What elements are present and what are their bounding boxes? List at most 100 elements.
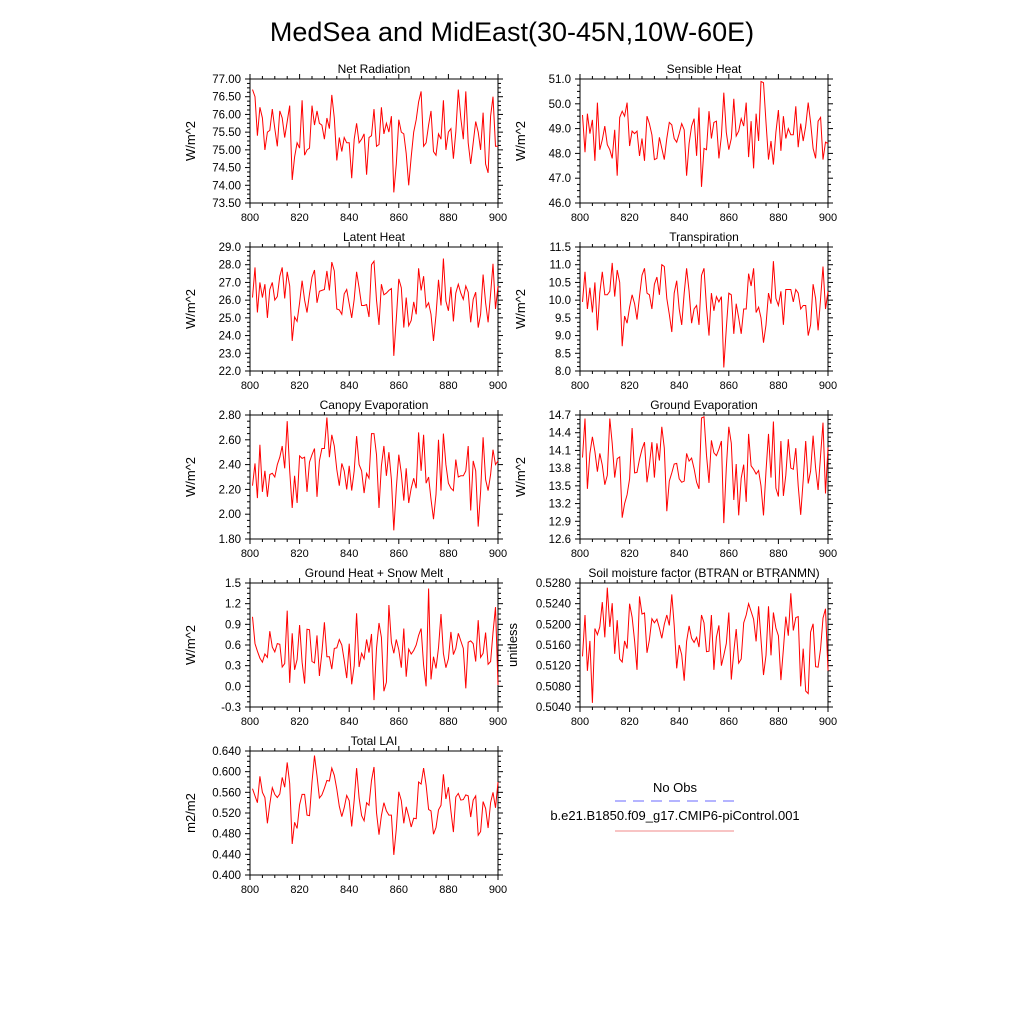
x-tick-label: 820 [620, 380, 638, 392]
x-tick-label: 840 [340, 380, 358, 392]
x-tick-label: 820 [620, 716, 638, 728]
y-tick-label: 14.7 [549, 410, 571, 422]
y-axis-label: W/m^2 [513, 457, 528, 497]
y-tick-label: 0.6 [225, 640, 241, 652]
x-tick-label: 820 [290, 380, 308, 392]
y-tick-label: 77.00 [212, 74, 241, 86]
y-tick-label: 48.0 [549, 148, 571, 160]
x-tick-label: 880 [439, 548, 457, 560]
x-tick-label: 900 [819, 212, 837, 224]
y-axis-label: W/m^2 [183, 289, 198, 329]
x-tick-label: 860 [390, 212, 408, 224]
x-tick-label: 840 [670, 212, 688, 224]
y-tick-label: 0.5080 [536, 681, 571, 693]
y-tick-label: 76.50 [212, 92, 241, 104]
y-tick-label: 25.0 [219, 313, 241, 325]
y-tick-label: 0.560 [212, 787, 241, 799]
x-tick-label: 840 [670, 380, 688, 392]
x-tick-label: 860 [390, 380, 408, 392]
y-axis-label: W/m^2 [183, 121, 198, 161]
x-tick-label: 820 [290, 212, 308, 224]
y-tick-label: 0.5120 [536, 661, 571, 673]
y-axis-label: W/m^2 [513, 289, 528, 329]
y-axis-label: W/m^2 [513, 121, 528, 161]
y-tick-label: 23.0 [219, 348, 241, 360]
x-tick-label: 900 [489, 548, 507, 560]
y-tick-label: 1.5 [225, 578, 241, 590]
x-tick-label: 800 [241, 380, 259, 392]
y-tick-label: 74.50 [212, 163, 241, 175]
plot-frame [579, 246, 829, 372]
y-tick-label: 0.9 [225, 619, 241, 631]
series-line [582, 416, 829, 524]
y-tick-label: 28.0 [219, 260, 241, 272]
y-tick-label: 0.5240 [536, 599, 571, 611]
y-axis-label: W/m^2 [183, 457, 198, 497]
x-tick-label: 880 [439, 380, 457, 392]
y-tick-label: 14.4 [549, 428, 572, 440]
x-tick-label: 820 [620, 212, 638, 224]
y-tick-label: 13.2 [549, 499, 571, 511]
panel-transpiration: Transpiration W/m^2 800 820 840 860 880 900 8.0 8… [513, 230, 837, 392]
y-tick-label: 27.0 [219, 277, 241, 289]
x-tick-label: 800 [571, 548, 589, 560]
x-tick-label: 880 [439, 212, 457, 224]
y-tick-label: 11.5 [549, 242, 571, 254]
figure-title: MedSea and MidEast(30-45N,10W-60E) [270, 17, 754, 47]
panel-sensible-heat: Sensible Heat W/m^2 800 820 840 860 880 900 46.0… [513, 62, 837, 224]
panel-ground-evaporation: Ground Evaporation W/m^2 800 820 840 860 880 90… [513, 398, 837, 560]
plot-frame [249, 78, 499, 204]
x-tick-label: 880 [439, 716, 457, 728]
y-tick-label: 1.80 [219, 534, 241, 546]
y-tick-label: 10.0 [549, 295, 571, 307]
x-tick-label: 800 [241, 548, 259, 560]
y-tick-label: 2.80 [219, 410, 241, 422]
panels: Net Radiation W/m^2 800 820 840 860 880 900 73.5… [183, 62, 837, 896]
panel-title: Net Radiation [338, 62, 411, 76]
y-axis-label: unitless [505, 622, 520, 667]
y-tick-label: 9.5 [555, 313, 571, 325]
y-tick-label: 8.5 [555, 348, 571, 360]
x-tick-label: 900 [489, 884, 507, 896]
x-tick-label: 900 [819, 380, 837, 392]
x-tick-label: 860 [720, 212, 738, 224]
y-tick-label: 2.20 [219, 484, 241, 496]
x-tick-label: 820 [290, 716, 308, 728]
x-tick-label: 800 [241, 716, 259, 728]
y-tick-label: 24.0 [219, 331, 241, 343]
panel-title: Soil moisture factor (BTRAN or BTRANMN) [588, 566, 819, 580]
y-tick-label: 75.00 [212, 145, 241, 157]
panel-title: Latent Heat [343, 230, 406, 244]
x-tick-label: 820 [290, 884, 308, 896]
panel-ground-heat-snow-melt: Ground Heat + Snow Melt W/m^2 800 820 840 860… [183, 566, 507, 728]
y-tick-label: 2.60 [219, 435, 241, 447]
series-line [252, 755, 499, 855]
series-line [252, 588, 499, 701]
y-tick-label: 12.6 [549, 534, 571, 546]
panel-title: Transpiration [669, 230, 739, 244]
y-axis-label: W/m^2 [183, 625, 198, 665]
x-tick-label: 840 [340, 212, 358, 224]
y-tick-label: 13.8 [549, 463, 571, 475]
panel-title: Canopy Evaporation [320, 398, 429, 412]
y-tick-label: 0.5280 [536, 578, 571, 590]
y-tick-label: 11.0 [549, 260, 571, 272]
x-tick-label: 800 [241, 212, 259, 224]
y-tick-label: 22.0 [219, 366, 241, 378]
x-tick-label: 840 [670, 716, 688, 728]
y-tick-label: 2.40 [219, 460, 241, 472]
plot-frame [579, 414, 829, 540]
legend-label-obs: No Obs [653, 780, 698, 795]
y-tick-label: 13.5 [549, 481, 571, 493]
legend-label-model: b.e21.B1850.f09_g17.CMIP6-piControl.001 [550, 808, 799, 823]
y-tick-label: 26.0 [219, 295, 241, 307]
y-tick-label: 0.480 [212, 829, 241, 841]
x-tick-label: 860 [720, 716, 738, 728]
x-tick-label: 900 [819, 716, 837, 728]
x-tick-label: 860 [720, 548, 738, 560]
panel-soil-moisture-factor-btran-or-btranmn-: Soil moisture factor (BTRAN or BTRANMN) u… [505, 566, 837, 728]
y-tick-label: 0.0 [225, 681, 241, 693]
y-tick-label: 0.5040 [536, 702, 571, 714]
x-tick-label: 880 [439, 884, 457, 896]
